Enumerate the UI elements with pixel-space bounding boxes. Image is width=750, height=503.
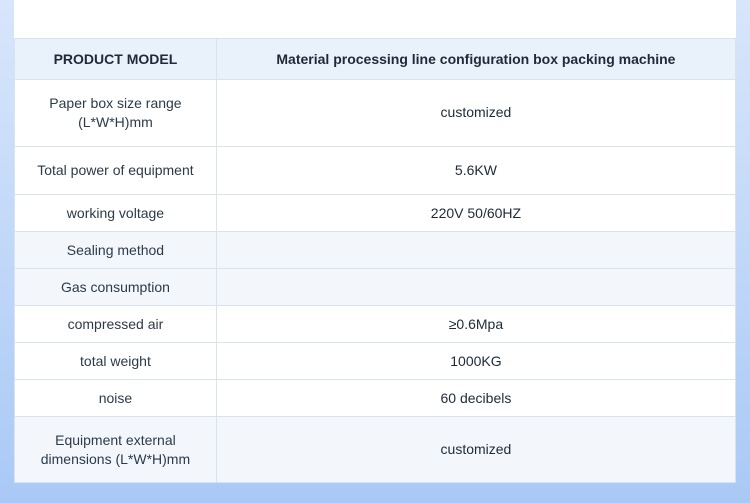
cell-label: Total power of equipment: [15, 146, 217, 194]
cell-label: noise: [15, 379, 217, 416]
table-row: Equipment external dimensions (L*W*H)mm …: [15, 416, 736, 483]
table-row: total weight 1000KG: [15, 342, 736, 379]
cell-value: 220V 50/60HZ: [216, 194, 735, 231]
table-row: Gas consumption: [15, 268, 736, 305]
header-value: Material processing line configuration b…: [216, 39, 735, 80]
table-header-row: PRODUCT MODEL Material processing line c…: [15, 39, 736, 80]
spec-table: PRODUCT MODEL Material processing line c…: [14, 38, 736, 483]
header-label: PRODUCT MODEL: [15, 39, 217, 80]
table-row: Total power of equipment 5.6KW: [15, 146, 736, 194]
cell-label: Paper box size range (L*W*H)mm: [15, 80, 217, 147]
cell-value: [216, 231, 735, 268]
cell-value: ≥0.6Mpa: [216, 305, 735, 342]
cell-label: working voltage: [15, 194, 217, 231]
table-row: Paper box size range (L*W*H)mm customize…: [15, 80, 736, 147]
cell-value: 5.6KW: [216, 146, 735, 194]
table-row: working voltage 220V 50/60HZ: [15, 194, 736, 231]
top-white-strip: [14, 0, 736, 38]
table-row: noise 60 decibels: [15, 379, 736, 416]
cell-label: Equipment external dimensions (L*W*H)mm: [15, 416, 217, 483]
cell-value: [216, 268, 735, 305]
table-row: compressed air ≥0.6Mpa: [15, 305, 736, 342]
cell-value: customized: [216, 416, 735, 483]
cell-value: customized: [216, 80, 735, 147]
cell-label: total weight: [15, 342, 217, 379]
cell-label: Sealing method: [15, 231, 217, 268]
cell-label: Gas consumption: [15, 268, 217, 305]
table-row: Sealing method: [15, 231, 736, 268]
cell-label: compressed air: [15, 305, 217, 342]
cell-value: 1000KG: [216, 342, 735, 379]
cell-value: 60 decibels: [216, 379, 735, 416]
